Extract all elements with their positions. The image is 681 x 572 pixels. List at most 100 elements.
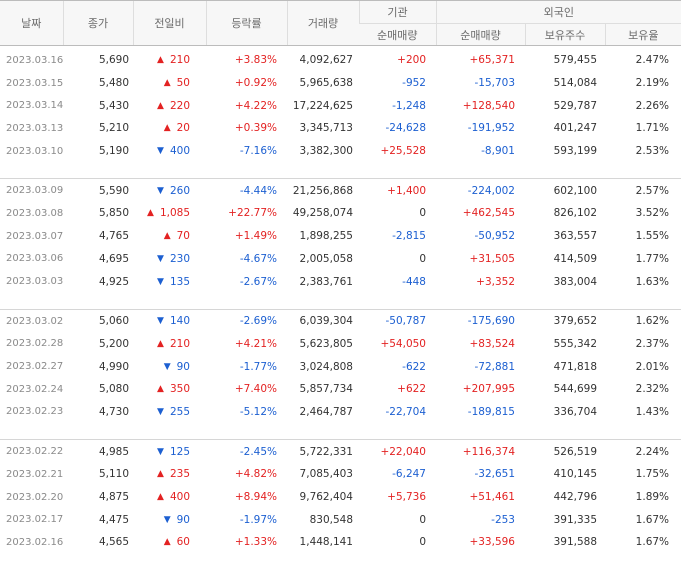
diff-value: 400 [169, 491, 190, 504]
triangle-up-icon: ▲ [163, 78, 171, 89]
rate-cell: +8.94% [234, 491, 277, 504]
diff-cell: ▼ 90 [133, 508, 206, 531]
foreign-hold-cell: 593,199 [553, 145, 597, 158]
foreign-ratio-cell: 1.71% [635, 122, 670, 135]
diff-value: 350 [169, 383, 190, 396]
date-cell: 2023.03.02 [6, 315, 64, 327]
group-divider-cell [0, 292, 681, 310]
table-row: 2023.03.15 5,480 ▲ 50 +0.92% 5,965,638 -952 -15… [0, 72, 681, 95]
institution-net-cell: -622 [402, 360, 426, 373]
foreign-net-cell: +207,995 [462, 383, 515, 396]
institution-net-cell: -6,247 [392, 468, 426, 481]
volume-cell: 5,965,638 [299, 77, 353, 90]
rate-cell: -2.67% [239, 275, 277, 288]
institution-net-cell: -22,704 [385, 405, 426, 418]
table-row: 2023.03.14 5,430 ▲ 220 +4.22% 17,224,625 -1,24… [0, 94, 681, 117]
close-cell: 5,850 [98, 207, 129, 220]
foreign-ratio-cell: 1.62% [635, 315, 670, 328]
institution-net-cell: -448 [402, 275, 426, 288]
diff-value: 400 [169, 145, 190, 158]
diff-cell: ▼ 255 [133, 401, 206, 424]
volume-cell: 6,039,304 [299, 315, 353, 328]
triangle-up-icon: ▲ [157, 55, 164, 66]
foreign-hold-cell: 401,247 [553, 122, 597, 135]
date-cell: 2023.03.14 [6, 100, 64, 112]
triangle-down-icon: ▼ [157, 185, 164, 196]
diff-cell: ▲ 70 [133, 225, 206, 248]
diff-value: 70 [176, 230, 190, 243]
foreign-net-cell: +3,352 [476, 275, 515, 288]
rate-cell: +3.83% [234, 54, 277, 67]
foreign-ratio-cell: 1.63% [635, 275, 670, 288]
group-divider [0, 423, 681, 441]
diff-value: 255 [169, 405, 190, 418]
diff-value: 210 [169, 337, 190, 350]
close-cell: 5,210 [98, 122, 129, 135]
triangle-up-icon: ▲ [147, 208, 154, 219]
triangle-down-icon: ▼ [157, 316, 164, 327]
header-foreign-hold: 보유주수 [524, 23, 605, 46]
date-cell: 2023.03.15 [6, 77, 64, 89]
foreign-ratio-cell: 2.26% [635, 99, 670, 112]
triangle-up-icon: ▲ [163, 231, 171, 242]
triangle-up-icon: ▲ [157, 492, 164, 503]
close-cell: 4,925 [98, 275, 129, 288]
table-row: 2023.02.28 5,200 ▲ 210 +4.21% 5,623,805 +54,05… [0, 333, 681, 356]
triangle-down-icon: ▼ [157, 253, 164, 264]
triangle-up-icon: ▲ [157, 384, 164, 395]
date-cell: 2023.02.27 [6, 361, 64, 373]
institution-net-cell: 0 [419, 207, 426, 220]
foreign-ratio-cell: 1.75% [635, 468, 670, 481]
foreign-hold-cell: 383,004 [553, 275, 597, 288]
diff-value: 90 [176, 360, 190, 373]
group-divider-cell [0, 423, 681, 441]
table-row: 2023.02.24 5,080 ▲ 350 +7.40% 5,857,734 +622 +2… [0, 378, 681, 401]
header-foreign-net: 순매매량 [435, 23, 525, 46]
rate-cell: -1.97% [239, 513, 277, 526]
diff-value: 210 [169, 54, 190, 67]
foreign-hold-cell: 602,100 [553, 184, 597, 197]
foreign-ratio-cell: 1.55% [635, 230, 670, 243]
diff-value: 125 [169, 445, 190, 458]
table-row: 2023.03.16 5,690 ▲ 210 +3.83% 4,092,627 +200 +6… [0, 49, 681, 72]
table-row: 2023.03.09 5,590 ▼ 260 -4.44% 21,256,868 +1,40… [0, 179, 681, 202]
close-cell: 4,765 [98, 230, 129, 243]
diff-value: 260 [169, 184, 190, 197]
table-row: 2023.02.23 4,730 ▼ 255 -5.12% 2,464,787 -22,70… [0, 401, 681, 424]
close-cell: 4,730 [98, 405, 129, 418]
diff-value: 220 [169, 99, 190, 112]
rate-cell: +4.82% [234, 468, 277, 481]
institution-net-cell: -1,248 [392, 99, 426, 112]
close-cell: 5,430 [98, 99, 129, 112]
rate-cell: +4.22% [234, 99, 277, 112]
volume-cell: 7,085,403 [299, 468, 353, 481]
group-divider [0, 162, 681, 180]
institution-net-cell: 0 [419, 252, 426, 265]
institution-net-cell: -50,787 [385, 315, 426, 328]
volume-cell: 830,548 [309, 513, 353, 526]
volume-cell: 1,898,255 [299, 230, 353, 243]
diff-value: 20 [176, 122, 190, 135]
foreign-hold-cell: 391,588 [553, 536, 597, 549]
foreign-hold-cell: 555,342 [553, 337, 597, 350]
foreign-net-cell: -224,002 [467, 184, 515, 197]
foreign-ratio-cell: 2.53% [635, 145, 670, 158]
triangle-down-icon: ▼ [157, 406, 164, 417]
diff-cell: ▲ 1,085 [133, 202, 206, 225]
table-row: 2023.03.03 4,925 ▼ 135 -2.67% 2,383,761 -448 +3… [0, 270, 681, 293]
foreign-hold-cell: 379,652 [553, 315, 597, 328]
header-diff: 전일비 [132, 0, 206, 46]
diff-cell: ▼ 125 [133, 440, 206, 463]
triangle-down-icon: ▼ [157, 146, 164, 157]
foreign-hold-cell: 514,084 [553, 77, 597, 90]
date-cell: 2023.03.16 [6, 54, 64, 66]
header-foreign-ratio: 보유율 [604, 23, 681, 46]
diff-cell: ▼ 230 [133, 248, 206, 271]
rate-cell: -4.67% [239, 252, 277, 265]
institution-net-cell: -24,628 [385, 122, 426, 135]
foreign-net-cell: +116,374 [462, 445, 515, 458]
foreign-hold-cell: 579,455 [553, 54, 597, 67]
diff-cell: ▲ 220 [133, 94, 206, 117]
institution-net-cell: 0 [419, 513, 426, 526]
volume-cell: 3,382,300 [299, 145, 353, 158]
